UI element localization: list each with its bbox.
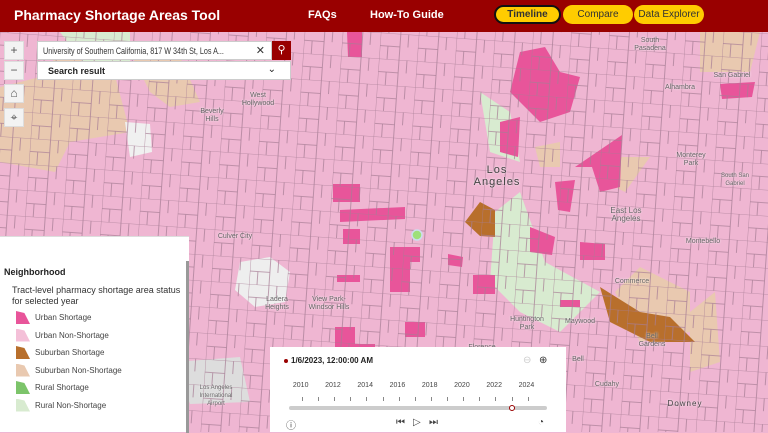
legend-swatch [16,363,30,377]
map-label: Cudahy [594,381,620,388]
timeline-tick [301,397,303,401]
search-input[interactable]: University of Southern California, 817 W… [37,41,272,60]
speed-icon[interactable]: ◔ [538,417,545,428]
timeline-tick [479,397,481,401]
timeline-year-label: 2012 [325,382,341,389]
search-result-label: Search result [48,66,106,76]
map-label: West Hollywood [241,92,275,107]
legend-item: Rural Non-Shortage [16,398,176,413]
map-label: Ladera Heights [265,296,289,311]
tab-data-explorer[interactable]: Data Explorer [634,5,704,24]
map-label: Commerce [614,278,650,285]
timeline-year-label: 2020 [454,382,470,389]
timeline-panel: 1/6/2023, 12:00:00 AM ⊖ ⊕ 2010 2012 2014 20… [270,347,566,432]
timeline-tick [495,397,497,401]
legend-swatch [16,398,30,412]
previous-icon[interactable]: ⏮ [396,417,405,428]
legend-swatch [16,381,30,394]
location-marker[interactable] [411,229,423,241]
legend-label: Rural Shortage [35,383,89,392]
next-icon[interactable]: ⏭ [429,417,438,428]
current-date: 1/6/2023, 12:00:00 AM [291,356,373,365]
map-label: Los Angeles International Airport [199,385,233,407]
timeline-tick [414,397,416,401]
legend-label: Suburban Shortage [35,348,105,357]
timeline-tick [382,397,384,401]
close-icon[interactable]: ✕ [255,45,265,57]
search-button[interactable]: ⚲ [272,41,291,60]
zoom-in-button[interactable]: + [4,41,24,60]
map-label: Montebello [685,238,721,245]
zoom-out-time-icon[interactable]: ⊖ [523,355,532,366]
timeline-tick [430,397,432,401]
legend-label: Urban Shortage [35,313,92,322]
map-label: Maywood [565,318,595,325]
timeline-year-label: 2016 [389,382,406,389]
map-label: South Pasadena [634,37,666,52]
play-icon[interactable]: ▷ [413,417,421,428]
timeline-year-label: 2022 [486,382,502,389]
timeline-tick [463,397,465,401]
timeline-year-label: 2014 [357,382,373,389]
search-result-dropdown[interactable]: Search result ⌄ [37,61,291,80]
timeline-tick [511,397,513,401]
map-label: Alhambra [665,84,695,91]
search-icon: ⚲ [277,44,286,56]
legend-scrollbar[interactable] [186,261,189,433]
tab-compare[interactable]: Compare [563,5,633,24]
info-icon[interactable]: ⓘ [286,421,296,432]
map-label: View Park-Windsor Hills [308,296,350,311]
legend-swatch [16,311,30,324]
legend-swatch [16,346,30,359]
locate-button[interactable]: ⌖ [4,108,24,127]
timeline-tick [366,397,368,401]
legend-subtitle: Tract-level pharmacy shortage area statu… [12,285,181,306]
timeline-slider-track[interactable] [289,406,547,410]
zoom-in-time-icon[interactable]: ⊕ [539,355,548,366]
map-label: Bell [572,356,584,363]
current-date-dot [284,359,288,363]
map-label: Culver City [217,233,253,240]
timeline-tick [334,397,336,401]
legend-item: Urban Shortage [16,311,176,325]
legend-panel: Neighborhood Tract-level pharmacy shorta… [0,236,189,433]
timeline-slider-thumb[interactable] [508,405,515,411]
home-button[interactable]: ⌂ [4,84,24,103]
chevron-down-icon: ⌄ [267,64,276,75]
search-value: University of Southern California, 817 W… [43,46,224,56]
timeline-tick [350,397,352,401]
legend-label: Rural Non-Shortage [35,400,107,410]
map-label: South San Gabriel [720,173,750,187]
zoom-out-button[interactable]: − [4,61,24,80]
timeline-tick [447,397,449,401]
legend-item: Rural Shortage [16,381,176,395]
legend-swatch [16,328,30,342]
map-label: Downey [667,399,703,408]
map-label: East Los Angeles [610,206,642,223]
map-label: Los Angeles [473,164,521,188]
legend-label: Suburban Non-Shortage [35,365,122,375]
map-label: Beverly Hills [200,108,224,123]
nav-how-to-guide[interactable]: How-To Guide [370,9,444,21]
app-header: Pharmacy Shortage Areas Tool FAQs How-To… [0,0,768,32]
legend-item: Suburban Shortage [16,346,176,360]
legend-title: Neighborhood [4,267,66,277]
map-label: Huntington Park [510,316,544,331]
map-label: San Gabriel [713,72,751,79]
timeline-tick [527,397,529,401]
tab-timeline[interactable]: Timeline [494,5,561,24]
timeline-tick [318,397,320,401]
timeline-year-label: 2018 [421,382,438,389]
timeline-year-label: 2024 [518,382,535,389]
legend-item: Urban Non-Shortage [16,328,176,343]
nav-faqs[interactable]: FAQs [308,9,337,21]
legend-label: Urban Non-Shortage [35,330,109,340]
map-label: Bell Gardens [638,333,666,348]
timeline-tick [398,397,400,401]
app-title: Pharmacy Shortage Areas Tool [14,7,221,23]
timeline-year-label: 2010 [292,382,309,389]
legend-item: Suburban Non-Shortage [16,363,176,378]
map-label: Monterey Park [676,152,706,167]
